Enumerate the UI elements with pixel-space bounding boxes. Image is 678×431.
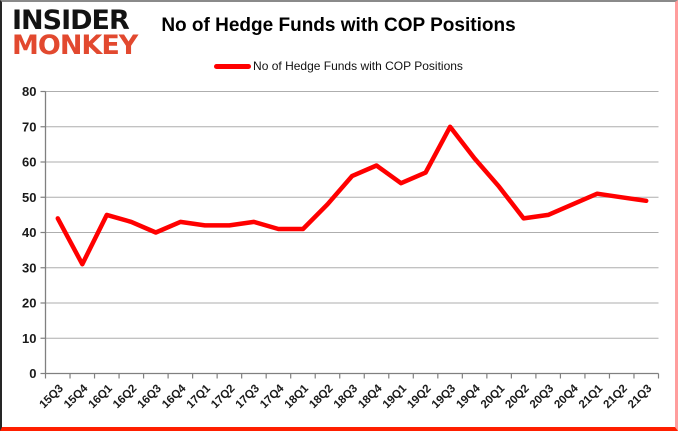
svg-text:21Q2: 21Q2: [601, 383, 629, 411]
svg-text:19Q1: 19Q1: [381, 382, 410, 411]
svg-text:16Q1: 16Q1: [87, 382, 116, 411]
svg-text:15Q4: 15Q4: [62, 382, 91, 411]
svg-text:16Q2: 16Q2: [111, 383, 139, 411]
svg-text:16Q4: 16Q4: [160, 382, 189, 411]
svg-text:18Q4: 18Q4: [356, 382, 385, 411]
svg-text:21Q3: 21Q3: [626, 383, 654, 411]
svg-text:19Q4: 19Q4: [454, 382, 483, 411]
insider-monkey-logo: INSIDER MONKEY: [12, 5, 138, 61]
svg-text:17Q1: 17Q1: [185, 382, 214, 411]
svg-text:16Q3: 16Q3: [136, 383, 164, 411]
svg-text:20Q1: 20Q1: [479, 382, 508, 411]
svg-text:18Q1: 18Q1: [283, 382, 312, 411]
svg-text:15Q3: 15Q3: [37, 383, 65, 411]
logo-text-insider: INSIDER: [12, 5, 130, 36]
svg-text:20: 20: [22, 296, 36, 311]
svg-text:70: 70: [22, 119, 36, 134]
svg-text:19Q2: 19Q2: [405, 383, 433, 411]
svg-text:20Q4: 20Q4: [552, 382, 581, 411]
svg-text:20Q3: 20Q3: [528, 383, 556, 411]
svg-text:50: 50: [22, 190, 36, 205]
svg-text:18Q2: 18Q2: [307, 383, 335, 411]
svg-text:20Q2: 20Q2: [503, 383, 531, 411]
svg-text:17Q4: 17Q4: [258, 382, 287, 411]
svg-text:40: 40: [22, 225, 36, 240]
svg-text:0: 0: [29, 366, 36, 381]
svg-text:17Q3: 17Q3: [234, 383, 262, 411]
chart-title: No of Hedge Funds with COP Positions: [161, 15, 516, 36]
svg-text:21Q1: 21Q1: [577, 382, 606, 411]
svg-text:80: 80: [22, 84, 36, 99]
svg-text:18Q3: 18Q3: [332, 383, 360, 411]
chart-legend: No of Hedge Funds with COP Positions: [2, 59, 675, 73]
svg-text:60: 60: [22, 155, 36, 170]
legend-label: No of Hedge Funds with COP Positions: [253, 59, 463, 73]
legend-line-swatch: [214, 63, 252, 69]
svg-text:17Q2: 17Q2: [209, 383, 237, 411]
svg-text:10: 10: [22, 331, 36, 346]
svg-text:30: 30: [22, 260, 36, 275]
logo-text-monkey: MONKEY: [12, 29, 138, 61]
svg-text:19Q3: 19Q3: [430, 383, 458, 411]
